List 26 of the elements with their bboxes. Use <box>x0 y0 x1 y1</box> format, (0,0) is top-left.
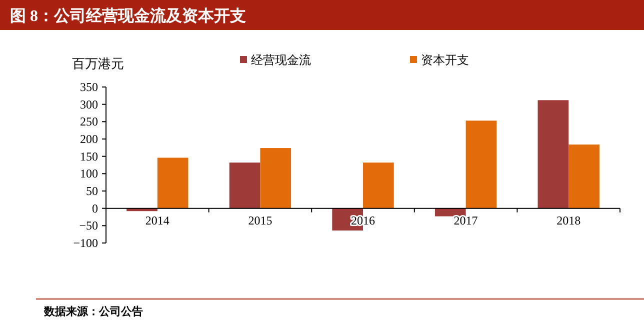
bar <box>260 148 292 208</box>
bar <box>538 100 569 208</box>
legend-label: 资本开支 <box>421 53 469 67</box>
bar <box>466 120 497 208</box>
x-tick-label: 2015 <box>248 213 272 228</box>
y-tick-label: 250 <box>80 114 98 129</box>
source-note: 数据来源：公司公告 <box>43 305 143 318</box>
bar <box>157 158 188 208</box>
y-tick-label: 300 <box>80 97 98 112</box>
legend-label: 经营现金流 <box>251 53 311 67</box>
y-tick-label: 150 <box>80 149 98 164</box>
x-tick-label: 2014 <box>145 213 170 228</box>
y-tick-label: 0 <box>92 201 98 216</box>
bar <box>568 144 600 208</box>
y-tick-label: 50 <box>86 184 98 198</box>
x-tick-label: 2018 <box>556 213 581 228</box>
bar <box>229 162 260 208</box>
y-tick-label: −50 <box>79 218 98 233</box>
y-tick-label: 100 <box>80 166 98 181</box>
y-tick-label: 350 <box>80 80 98 94</box>
bar <box>363 162 394 208</box>
y-axis-title: 百万港元 <box>72 56 124 71</box>
y-tick-label: −100 <box>73 236 98 250</box>
y-tick-label: 200 <box>80 132 98 146</box>
chart-title: 图 8：公司经营现金流及资本开支 <box>10 6 246 25</box>
x-tick-label: 2017 <box>454 213 478 228</box>
